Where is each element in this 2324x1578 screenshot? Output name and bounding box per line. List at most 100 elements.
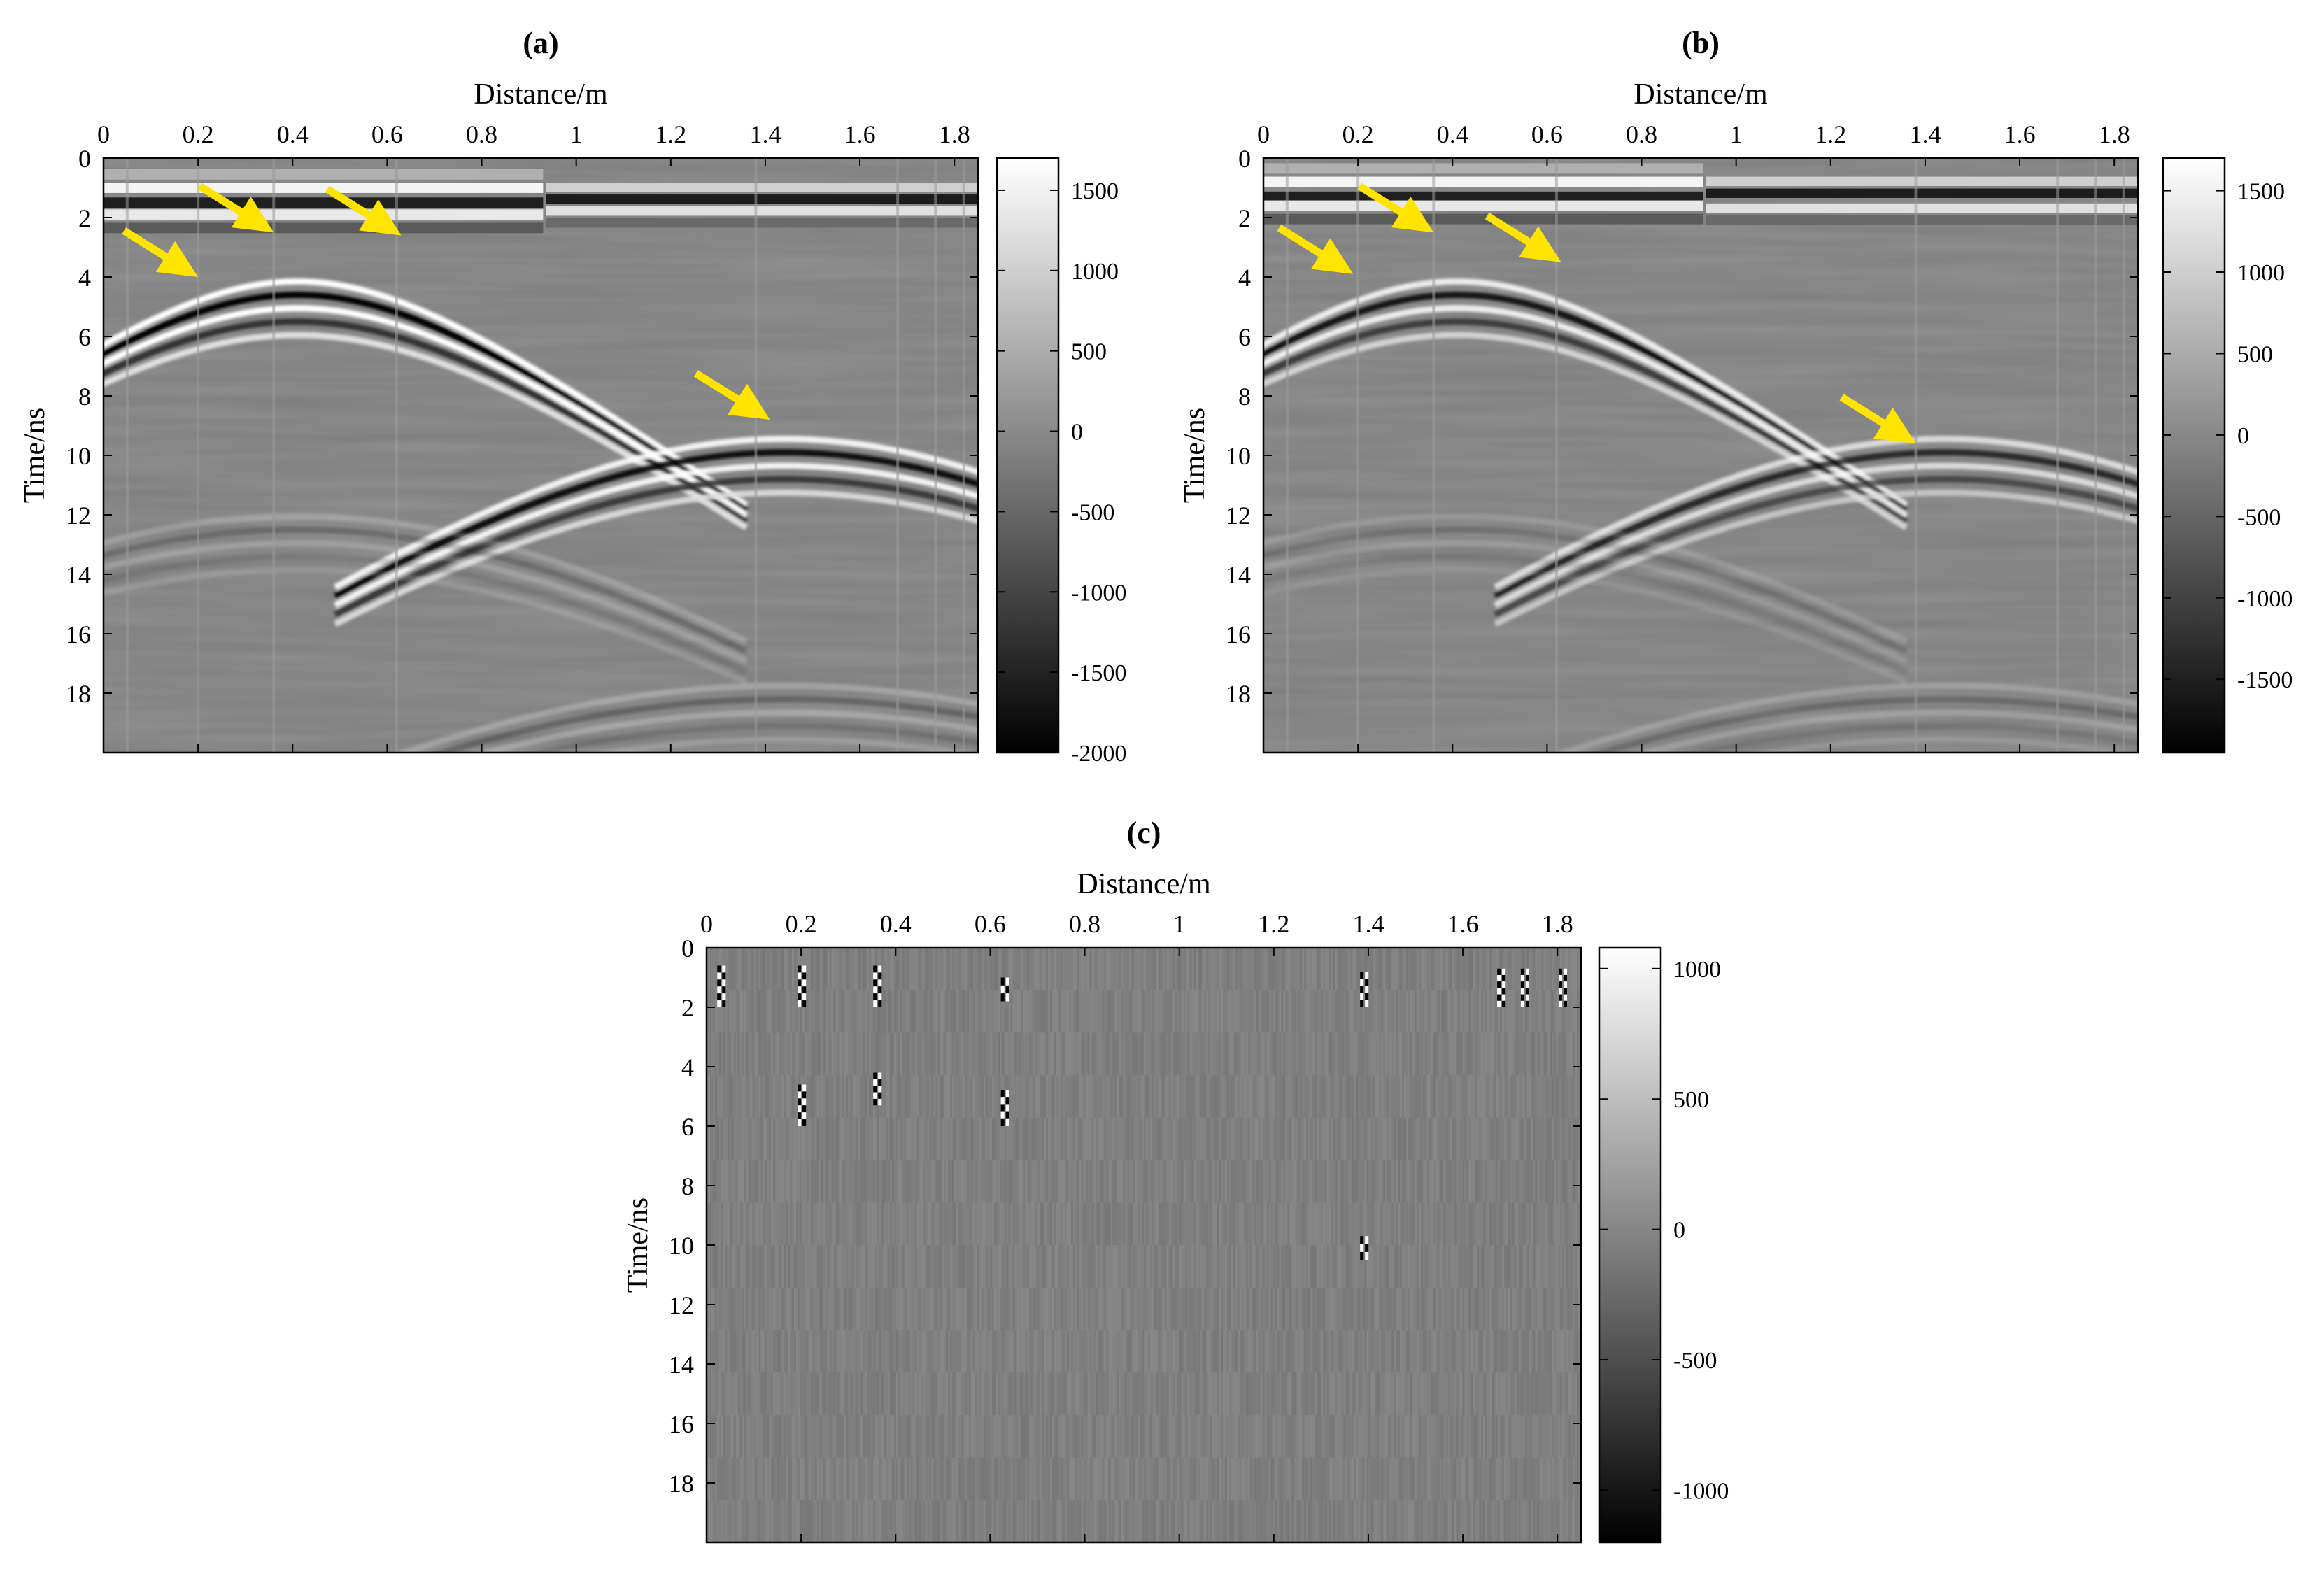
hyperbola — [104, 513, 748, 685]
x-tick-label: 1.4 — [1909, 120, 1941, 148]
colorbar-tick-label: 1000 — [2237, 260, 2285, 286]
x-tick-label: 1.4 — [1352, 910, 1384, 938]
y-tick-label: 2 — [681, 994, 694, 1022]
colorbar-tick-label: 1500 — [1071, 178, 1119, 204]
y-tick-label: 12 — [66, 502, 91, 529]
y-tick-label: 16 — [66, 620, 91, 648]
heatmap-image — [104, 158, 978, 753]
y-tick-label: 10 — [66, 442, 91, 470]
panel-label: (c) — [1127, 816, 1161, 850]
x-axis-title: Distance/m — [1077, 868, 1211, 900]
anomaly-mark — [1520, 968, 1529, 1007]
x-tick-label: 0.6 — [975, 910, 1006, 938]
x-tick-label: 1.8 — [939, 120, 970, 148]
annotation-arrow — [1277, 224, 1354, 274]
damaged-trace — [272, 158, 276, 753]
annotation-arrow — [693, 370, 770, 420]
heatmap-image — [1263, 158, 2138, 753]
colorbar-tick-label: 500 — [1673, 1087, 1709, 1113]
damaged-trace — [962, 158, 965, 753]
y-tick-label: 14 — [66, 561, 91, 589]
panel-b: (b) Distance/m Time/ns 0 0.2 0.4 0.6 0.8 1 1.2 1.4… — [1179, 26, 2293, 754]
x-tick-label: 1.6 — [844, 120, 876, 148]
y-tick-label: 0 — [1238, 145, 1251, 173]
colorbar-tick-label: -1500 — [1071, 660, 1126, 686]
y-tick-label: 16 — [1226, 620, 1251, 648]
x-tick-label: 1 — [1173, 910, 1186, 938]
damaged-trace — [395, 158, 398, 753]
panel-label: (a) — [523, 26, 558, 60]
y-tick-label: 18 — [66, 680, 91, 708]
x-tick-label: 0.2 — [183, 120, 214, 148]
x-tick-label: 1.2 — [1258, 910, 1289, 938]
damaged-trace — [754, 158, 758, 753]
y-axis-title: Time/ns — [19, 408, 51, 503]
damaged-trace — [1914, 158, 1918, 753]
y-axis-title: Time/ns — [622, 1197, 654, 1293]
x-tick-label: 1.6 — [1447, 910, 1479, 938]
anomaly-mark — [873, 965, 882, 1007]
colorbar-tick-label: -500 — [1071, 499, 1114, 525]
x-tick-label: 1.2 — [655, 120, 686, 148]
y-tick-label: 8 — [681, 1172, 694, 1200]
annotation-arrow — [122, 227, 199, 277]
colorbar-tick-label: 1000 — [1071, 259, 1119, 285]
colorbar-tick-label: -1500 — [2237, 667, 2293, 693]
x-tick-label: 0.4 — [277, 120, 309, 148]
y-tick-label: 0 — [78, 145, 91, 173]
x-tick-label: 1.8 — [2099, 120, 2130, 148]
annotation-arrow — [1839, 394, 1916, 443]
x-tick-label: 1 — [570, 120, 583, 148]
colorbar-tick-label: -1000 — [1071, 580, 1126, 606]
x-tick-label: 0.8 — [466, 120, 497, 148]
colorbar-tick-label: -1000 — [2237, 586, 2293, 612]
damaged-trace — [1285, 158, 1289, 753]
y-tick-label: 14 — [1226, 561, 1251, 589]
y-tick-label: 6 — [78, 323, 91, 351]
hyperbola — [395, 682, 978, 753]
y-axis-title: Time/ns — [1179, 408, 1211, 503]
x-axis-title: Distance/m — [474, 78, 608, 111]
x-tick-label: 0 — [700, 910, 713, 938]
y-tick-label: 18 — [1226, 680, 1251, 708]
y-tick-label: 12 — [1226, 502, 1251, 529]
x-tick-label: 0.4 — [880, 910, 912, 938]
y-tick-label: 10 — [1226, 442, 1251, 470]
y-tick-label: 4 — [681, 1053, 694, 1081]
colorbar-gradient — [1598, 946, 1662, 1544]
x-tick-label: 1.4 — [749, 120, 781, 148]
colorbar-tick-label: -1000 — [1673, 1478, 1729, 1504]
colorbar-gradient — [996, 157, 1060, 754]
hyperbola — [1263, 278, 1908, 531]
x-tick-label: 1.2 — [1815, 120, 1846, 148]
damaged-trace — [1432, 158, 1436, 753]
y-tick-label: 0 — [681, 934, 694, 962]
x-axis-title: Distance/m — [1634, 78, 1768, 111]
anomaly-mark — [798, 965, 807, 1007]
y-tick-label: 12 — [669, 1291, 694, 1319]
colorbar-tick-label: 0 — [1071, 420, 1083, 446]
x-tick-label: 0.8 — [1069, 910, 1100, 938]
anomaly-mark — [1497, 968, 1506, 1007]
x-tick-label: 0 — [1257, 120, 1270, 148]
colorbar-gradient — [2162, 157, 2226, 754]
y-tick-label: 14 — [669, 1351, 694, 1379]
damaged-trace — [896, 158, 900, 753]
colorbar: 1000 500 0 -500 -1000 — [1598, 946, 1729, 1544]
x-tick-label: 0.2 — [1342, 120, 1374, 148]
damaged-trace — [197, 158, 200, 753]
damaged-trace — [934, 158, 937, 753]
panel-label: (b) — [1682, 26, 1720, 60]
x-tick-label: 0.4 — [1437, 120, 1468, 148]
anomaly-mark — [1000, 1090, 1009, 1126]
anomaly-mark — [1360, 1236, 1369, 1260]
damaged-traces — [1285, 158, 2125, 753]
heatmap-image — [707, 948, 1581, 1542]
direct-wave — [1263, 163, 2138, 225]
colorbar-tick-label: -500 — [2237, 504, 2281, 530]
hyperbola — [1263, 513, 1908, 685]
anomaly-mark — [798, 1084, 807, 1126]
panel-a: (a) Distance/m Time/ns 0 0.2 0.4 0.6 0.8 1 1.2 1.4… — [19, 26, 1126, 767]
y-tick-label: 4 — [1238, 264, 1251, 292]
x-tick-label: 0.8 — [1626, 120, 1657, 148]
